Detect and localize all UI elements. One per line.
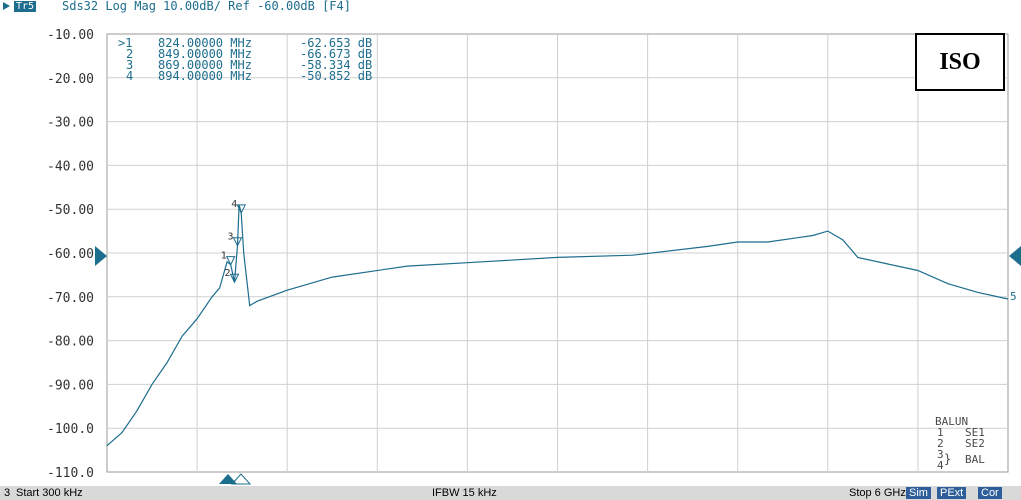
trace-info[interactable]: Sds32 Log Mag 10.00dB/ Ref -60.00dB [F4] xyxy=(62,0,351,13)
marker-table[interactable]: >1 824.00000 MHz -62.653 dB 2 849.00000 … xyxy=(118,36,372,83)
status-bar: 3 Start 300 kHz IFBW 15 kHz Stop 6 GHz S… xyxy=(0,486,1021,500)
balun-port-2: 2 xyxy=(937,437,944,450)
start-frequency[interactable]: Start 300 kHz xyxy=(16,487,83,499)
y-tick-label: -50.00 xyxy=(47,203,94,218)
ref-level-right-icon[interactable] xyxy=(1009,246,1021,266)
span-marker-left-icon[interactable] xyxy=(219,474,237,484)
marker-4-label: 4 xyxy=(231,199,237,210)
y-tick-label: -90.00 xyxy=(47,378,94,393)
span-markers[interactable] xyxy=(219,473,252,485)
marker-row-1-value: -62.653 dB xyxy=(300,36,372,50)
y-tick-label: -70.00 xyxy=(47,291,94,306)
y-tick-label: -110.0 xyxy=(47,466,94,481)
balun-label-2: SE2 xyxy=(965,437,985,450)
marker-4-symbol[interactable] xyxy=(236,204,247,215)
marker-row-2-freq: 849.00000 MHz xyxy=(158,47,252,61)
marker-3-symbol[interactable] xyxy=(232,237,243,247)
marker-row-2-value: -66.673 dB xyxy=(300,47,372,61)
marker-row-3-id: 3 xyxy=(126,58,133,72)
sim-tag[interactable]: Sim xyxy=(906,487,931,499)
channel-number[interactable]: 3 xyxy=(4,487,11,499)
marker-row-4-id: 4 xyxy=(126,69,133,83)
y-tick-label: -60.00 xyxy=(47,247,94,262)
balun-legend: BALUN 1 SE1 2 SE2 3 } BAL 4 xyxy=(935,415,985,472)
marker-2-label: 2 xyxy=(224,268,230,279)
trace-plot[interactable]: -10.00 -20.00 -30.00 -40.00 -50.00 -60.00 -70.… xyxy=(0,0,1021,486)
marker-row-3-freq: 869.00000 MHz xyxy=(158,58,252,72)
marker-row-1-freq: 824.00000 MHz xyxy=(158,36,252,50)
trace-badge[interactable]: Tr5 xyxy=(14,1,37,12)
marker-row-2-id: 2 xyxy=(126,47,133,61)
marker-row-3-value: -58.334 dB xyxy=(300,58,372,72)
marker-3-label: 3 xyxy=(227,232,233,243)
trace-line[interactable] xyxy=(106,204,1009,447)
grid-lines xyxy=(107,34,1008,472)
balun-port-3: 3 xyxy=(937,448,944,461)
balun-port-4: 4 xyxy=(937,459,944,472)
marker-symbols: 1 2 3 4 xyxy=(221,199,247,284)
balun-brace: } xyxy=(944,452,951,466)
balun-label-3: BAL xyxy=(965,453,985,466)
marker-row-1-id: >1 xyxy=(118,36,132,50)
iso-annotation-box: ISO xyxy=(915,33,1005,91)
balun-port-1: 1 xyxy=(937,426,944,439)
balun-title: BALUN xyxy=(935,415,968,428)
ref-level-left-icon[interactable] xyxy=(95,246,107,266)
trace-active-arrow-icon xyxy=(3,2,10,10)
ifbw-setting[interactable]: IFBW 15 kHz xyxy=(432,487,497,499)
y-tick-label: -20.00 xyxy=(47,72,94,87)
balun-label-1: SE1 xyxy=(965,426,985,439)
trace-end-label: 5 xyxy=(1010,290,1017,303)
pext-tag[interactable]: PExt xyxy=(937,487,967,499)
y-tick-label: -30.00 xyxy=(47,116,94,131)
marker-1-symbol[interactable] xyxy=(225,256,236,266)
y-tick-label: -100.0 xyxy=(47,422,94,437)
cor-tag[interactable]: Cor xyxy=(978,487,1002,499)
y-tick-label: -40.00 xyxy=(47,159,94,174)
marker-2-symbol[interactable] xyxy=(229,273,240,284)
trace-header: Tr5 Sds32 Log Mag 10.00dB/ Ref -60.00dB … xyxy=(0,0,1021,13)
y-tick-labels: -10.00 -20.00 -30.00 -40.00 -50.00 -60.00 -70.… xyxy=(47,28,94,481)
marker-row-4-value: -50.852 dB xyxy=(300,69,372,83)
stop-frequency[interactable]: Stop 6 GHz xyxy=(849,487,906,499)
y-tick-label: -10.00 xyxy=(47,28,94,43)
marker-row-4-freq: 894.00000 MHz xyxy=(158,69,252,83)
marker-1-label: 1 xyxy=(221,251,227,262)
iso-label: ISO xyxy=(939,48,981,75)
span-marker-right-icon xyxy=(230,473,252,485)
y-tick-label: -80.00 xyxy=(47,335,94,350)
